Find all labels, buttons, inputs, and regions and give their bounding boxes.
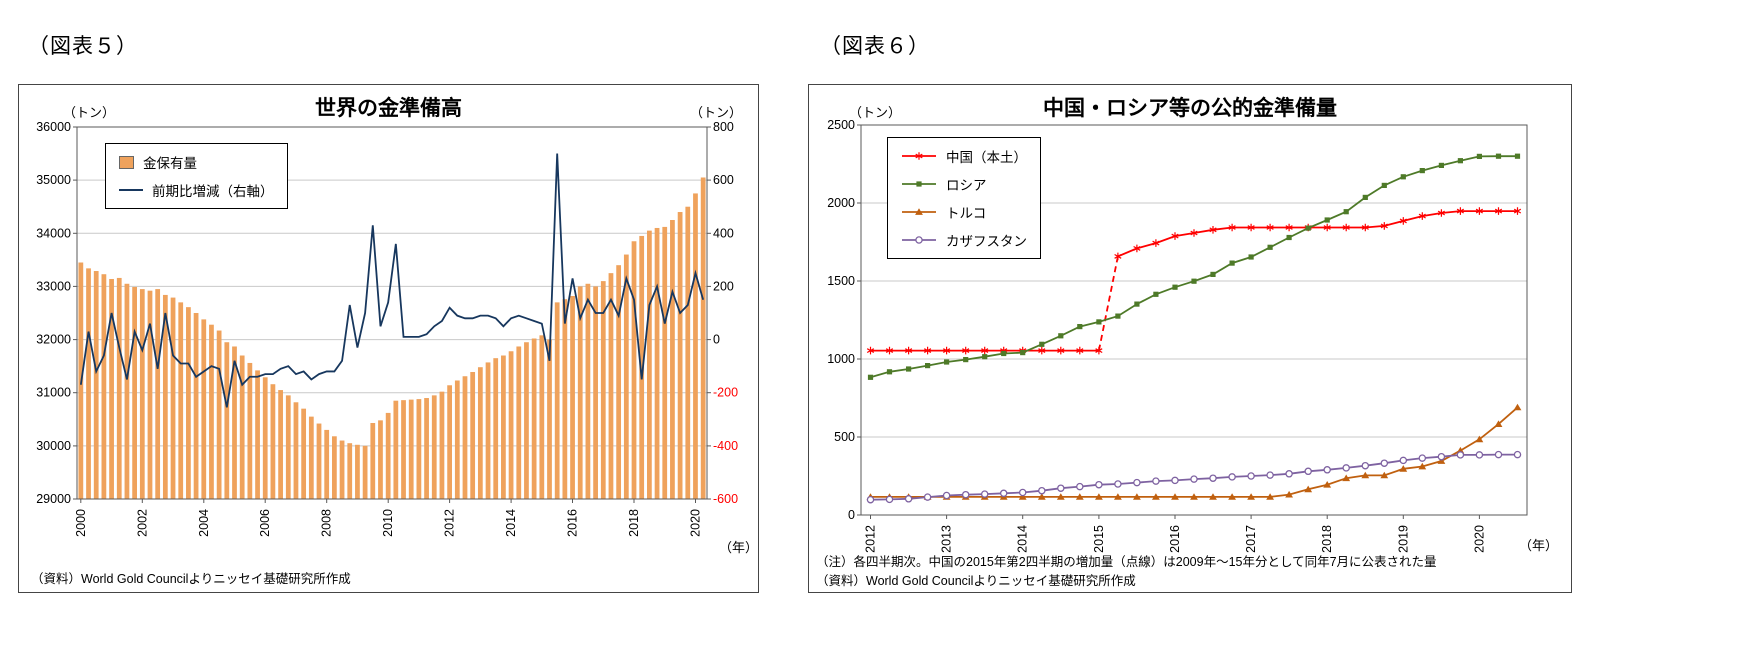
- figure5-legend: 金保有量 前期比増減（右軸）: [105, 143, 288, 209]
- svg-text:2013: 2013: [940, 525, 954, 553]
- svg-text:2014: 2014: [1016, 525, 1030, 553]
- legend-sample-russia: [902, 181, 936, 187]
- svg-text:2000: 2000: [827, 196, 855, 210]
- svg-text:2016: 2016: [566, 509, 580, 537]
- svg-text:34000: 34000: [36, 226, 71, 240]
- fig6-series: [866, 153, 1522, 504]
- gold-holdings-swatch: [119, 155, 134, 169]
- fig5-axis-labels: 29000 30000 31000 32000 33000 34000 35000 36000…: [36, 120, 738, 537]
- figure6-label: （図表６）: [820, 35, 930, 58]
- legend-item-russia: ロシア: [901, 174, 1027, 194]
- figure6-note: （注）各四半期次。中国の2015年第2四半期の増加量（点線）は2009年～15年…: [816, 555, 1437, 569]
- figure5-plot: 29000 30000 31000 32000 33000 34000 35000 36000…: [36, 120, 738, 537]
- figure5-year-label: （年）: [719, 540, 759, 555]
- svg-text:2008: 2008: [320, 509, 334, 537]
- fig6-plot-border: [860, 124, 1528, 516]
- figure6-source: （資料）World Gold Councilよりニッセイ基礎研究所作成: [816, 574, 1136, 588]
- legend-item-gold-holdings: 金保有量: [119, 152, 274, 172]
- qoq-change-swatch: [119, 189, 143, 191]
- legend-label-gold-holdings: 金保有量: [143, 156, 197, 171]
- svg-text:800: 800: [713, 120, 734, 134]
- legend-sample-china: [902, 152, 936, 160]
- figure5-title: 世界の金準備高: [315, 97, 462, 120]
- figure5-label: （図表５）: [28, 35, 138, 58]
- fig5-change-line: [79, 153, 705, 408]
- legend-label-qoq-change: 前期比増減（右軸）: [152, 184, 274, 199]
- svg-text:2018: 2018: [1320, 525, 1334, 553]
- svg-text:33000: 33000: [36, 279, 71, 293]
- legend-item-kazakhstan: カザフスタン: [901, 230, 1027, 250]
- svg-text:2012: 2012: [864, 525, 878, 553]
- figure5-left-unit: （トン）: [63, 105, 116, 120]
- svg-text:2500: 2500: [827, 118, 855, 132]
- svg-text:2004: 2004: [197, 509, 211, 537]
- figure6-panel: 0 500 1000 1500 2000 2500 2012 2013 2014 2015 2016…: [808, 84, 1572, 593]
- svg-text:2012: 2012: [443, 509, 457, 537]
- svg-text:35000: 35000: [36, 173, 71, 187]
- svg-text:31000: 31000: [36, 386, 71, 400]
- svg-text:0: 0: [848, 508, 855, 522]
- legend-item-turkey: トルコ: [901, 202, 1027, 222]
- figure5-right-unit: （トン）: [689, 105, 742, 120]
- svg-text:36000: 36000: [36, 120, 71, 134]
- svg-text:2020: 2020: [1472, 525, 1486, 553]
- svg-text:2016: 2016: [1168, 525, 1182, 553]
- figure6-year-label: （年）: [1519, 538, 1559, 553]
- svg-text:400: 400: [713, 226, 734, 240]
- svg-text:2017: 2017: [1244, 525, 1258, 553]
- svg-text:500: 500: [834, 430, 855, 444]
- figure6-unit: （トン）: [849, 105, 902, 120]
- svg-text:32000: 32000: [36, 333, 71, 347]
- svg-text:-600: -600: [713, 492, 738, 506]
- fig6-axis-labels: 0 500 1000 1500 2000 2500 2012 2013 2014 2015 2016…: [827, 118, 1486, 553]
- figure6-title: 中国・ロシア等の公的金準備量: [1043, 97, 1337, 120]
- legend-label-kazakhstan: カザフスタン: [946, 234, 1027, 249]
- figure6-legend: 中国（本土） ロシア トルコ カザフスタン: [887, 137, 1041, 259]
- legend-sample-turkey: [902, 208, 936, 215]
- svg-text:0: 0: [713, 333, 720, 347]
- figure6-plot: 0 500 1000 1500 2000 2500 2012 2013 2014 2015 2016…: [827, 118, 1528, 553]
- svg-text:-200: -200: [713, 386, 738, 400]
- legend-item-qoq-change: 前期比増減（右軸）: [119, 180, 274, 200]
- svg-text:1500: 1500: [827, 274, 855, 288]
- svg-text:2015: 2015: [1092, 525, 1106, 553]
- figure5-panel: 29000 30000 31000 32000 33000 34000 35000 36000…: [18, 84, 759, 593]
- svg-text:200: 200: [713, 279, 734, 293]
- svg-text:2010: 2010: [381, 509, 395, 537]
- svg-text:29000: 29000: [36, 492, 71, 506]
- legend-item-china: 中国（本土）: [901, 146, 1027, 166]
- legend-label-china: 中国（本土）: [946, 150, 1027, 165]
- svg-text:2000: 2000: [74, 509, 88, 537]
- svg-text:-400: -400: [713, 439, 738, 453]
- svg-text:600: 600: [713, 173, 734, 187]
- legend-label-turkey: トルコ: [946, 206, 987, 221]
- fig5-plot-border: [76, 126, 708, 500]
- svg-text:2018: 2018: [627, 509, 641, 537]
- svg-text:2019: 2019: [1396, 525, 1410, 553]
- svg-text:30000: 30000: [36, 439, 71, 453]
- figure5-source: （資料）World Gold Councilよりニッセイ基礎研究所作成: [31, 572, 351, 586]
- legend-sample-kazakhstan: [902, 236, 936, 244]
- svg-text:2006: 2006: [258, 509, 272, 537]
- svg-text:2014: 2014: [504, 509, 518, 537]
- svg-text:1000: 1000: [827, 352, 855, 366]
- fig5-bars: [78, 177, 706, 499]
- svg-text:2020: 2020: [689, 509, 703, 537]
- svg-text:2002: 2002: [135, 509, 149, 537]
- legend-label-russia: ロシア: [946, 178, 987, 193]
